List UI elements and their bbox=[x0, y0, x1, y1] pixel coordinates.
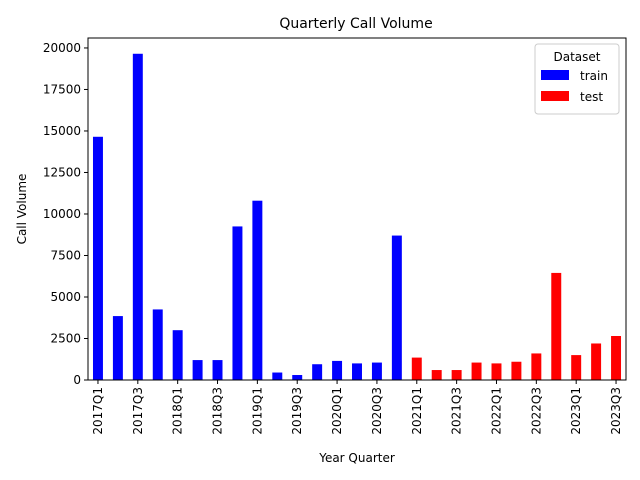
bar-2022Q4 bbox=[551, 272, 562, 380]
y-axis: 0 2500 5000 7500 10000 12500 15000 17500 20000 bbox=[43, 41, 88, 387]
x-tick-label: 2021Q1 bbox=[410, 387, 424, 435]
bar-2018Q3 bbox=[212, 360, 223, 380]
bar-2021Q1 bbox=[411, 357, 422, 380]
bar-2021Q4 bbox=[471, 362, 482, 380]
bar-2022Q3 bbox=[531, 353, 542, 380]
x-tick-label: 2020Q3 bbox=[370, 387, 384, 435]
bar-2018Q1 bbox=[172, 330, 183, 380]
bar-2017Q4 bbox=[152, 309, 163, 380]
legend-swatch-test bbox=[541, 91, 569, 101]
y-tick-label: 10000 bbox=[43, 207, 81, 221]
x-tick-label: 2021Q3 bbox=[450, 387, 464, 435]
x-axis: 2017Q1 2017Q3 2018Q1 2018Q3 2019Q1 2019Q3 2020… bbox=[91, 380, 623, 435]
y-tick-label: 0 bbox=[73, 373, 81, 387]
legend: Dataset train test bbox=[534, 43, 620, 115]
bar-2023Q3 bbox=[611, 336, 622, 380]
plot-frame bbox=[87, 37, 627, 381]
y-tick-label: 12500 bbox=[43, 165, 81, 179]
bar-2021Q3 bbox=[451, 370, 462, 380]
x-axis-label: Year Quarter bbox=[318, 451, 395, 465]
bar-2017Q3 bbox=[132, 53, 143, 380]
x-tick-label: 2017Q3 bbox=[131, 387, 145, 435]
bar-2019Q1 bbox=[252, 200, 263, 380]
bar-2020Q4 bbox=[391, 235, 402, 380]
bar-2018Q2 bbox=[192, 360, 203, 380]
y-axis-label: Call Volume bbox=[15, 174, 29, 245]
bar-2023Q2 bbox=[591, 343, 602, 380]
x-tick-label: 2023Q3 bbox=[609, 387, 623, 435]
bar-2019Q3 bbox=[292, 375, 303, 380]
y-tick-label: 15000 bbox=[43, 124, 81, 138]
bar-2018Q4 bbox=[232, 226, 243, 380]
x-tick-label: 2019Q3 bbox=[290, 387, 304, 435]
bar-2017Q2 bbox=[112, 316, 123, 380]
x-tick-label: 2020Q1 bbox=[330, 387, 344, 435]
x-tick-label: 2018Q3 bbox=[211, 387, 225, 435]
y-tick-label: 17500 bbox=[43, 82, 81, 96]
legend-label-train: train bbox=[580, 69, 608, 83]
legend-label-test: test bbox=[580, 90, 603, 104]
x-tick-label: 2019Q1 bbox=[250, 387, 264, 435]
bar-2021Q2 bbox=[431, 370, 442, 380]
chart-title: Quarterly Call Volume bbox=[279, 16, 432, 32]
bar-2023Q1 bbox=[571, 355, 582, 380]
bar-2020Q2 bbox=[352, 363, 362, 380]
x-tick-label: 2018Q1 bbox=[171, 387, 185, 435]
y-tick-label: 7500 bbox=[50, 248, 81, 262]
x-tick-label: 2023Q1 bbox=[569, 387, 583, 435]
legend-swatch-train bbox=[541, 70, 569, 80]
bar-2017Q1 bbox=[92, 136, 103, 380]
bar-2019Q4 bbox=[312, 364, 323, 380]
x-tick-label: 2022Q3 bbox=[529, 387, 543, 435]
bar-2020Q3 bbox=[371, 362, 382, 380]
y-tick-label: 2500 bbox=[50, 331, 81, 345]
bar-2019Q2 bbox=[272, 372, 283, 380]
bars-group bbox=[92, 53, 622, 380]
bar-2022Q2 bbox=[511, 361, 522, 380]
legend-title: Dataset bbox=[554, 50, 601, 64]
bar-2020Q1 bbox=[332, 360, 343, 380]
x-tick-label: 2017Q1 bbox=[91, 387, 105, 435]
y-tick-label: 5000 bbox=[50, 290, 81, 304]
y-tick-label: 20000 bbox=[43, 41, 81, 55]
x-tick-label: 2022Q1 bbox=[489, 387, 503, 435]
bar-2022Q1 bbox=[491, 363, 502, 380]
